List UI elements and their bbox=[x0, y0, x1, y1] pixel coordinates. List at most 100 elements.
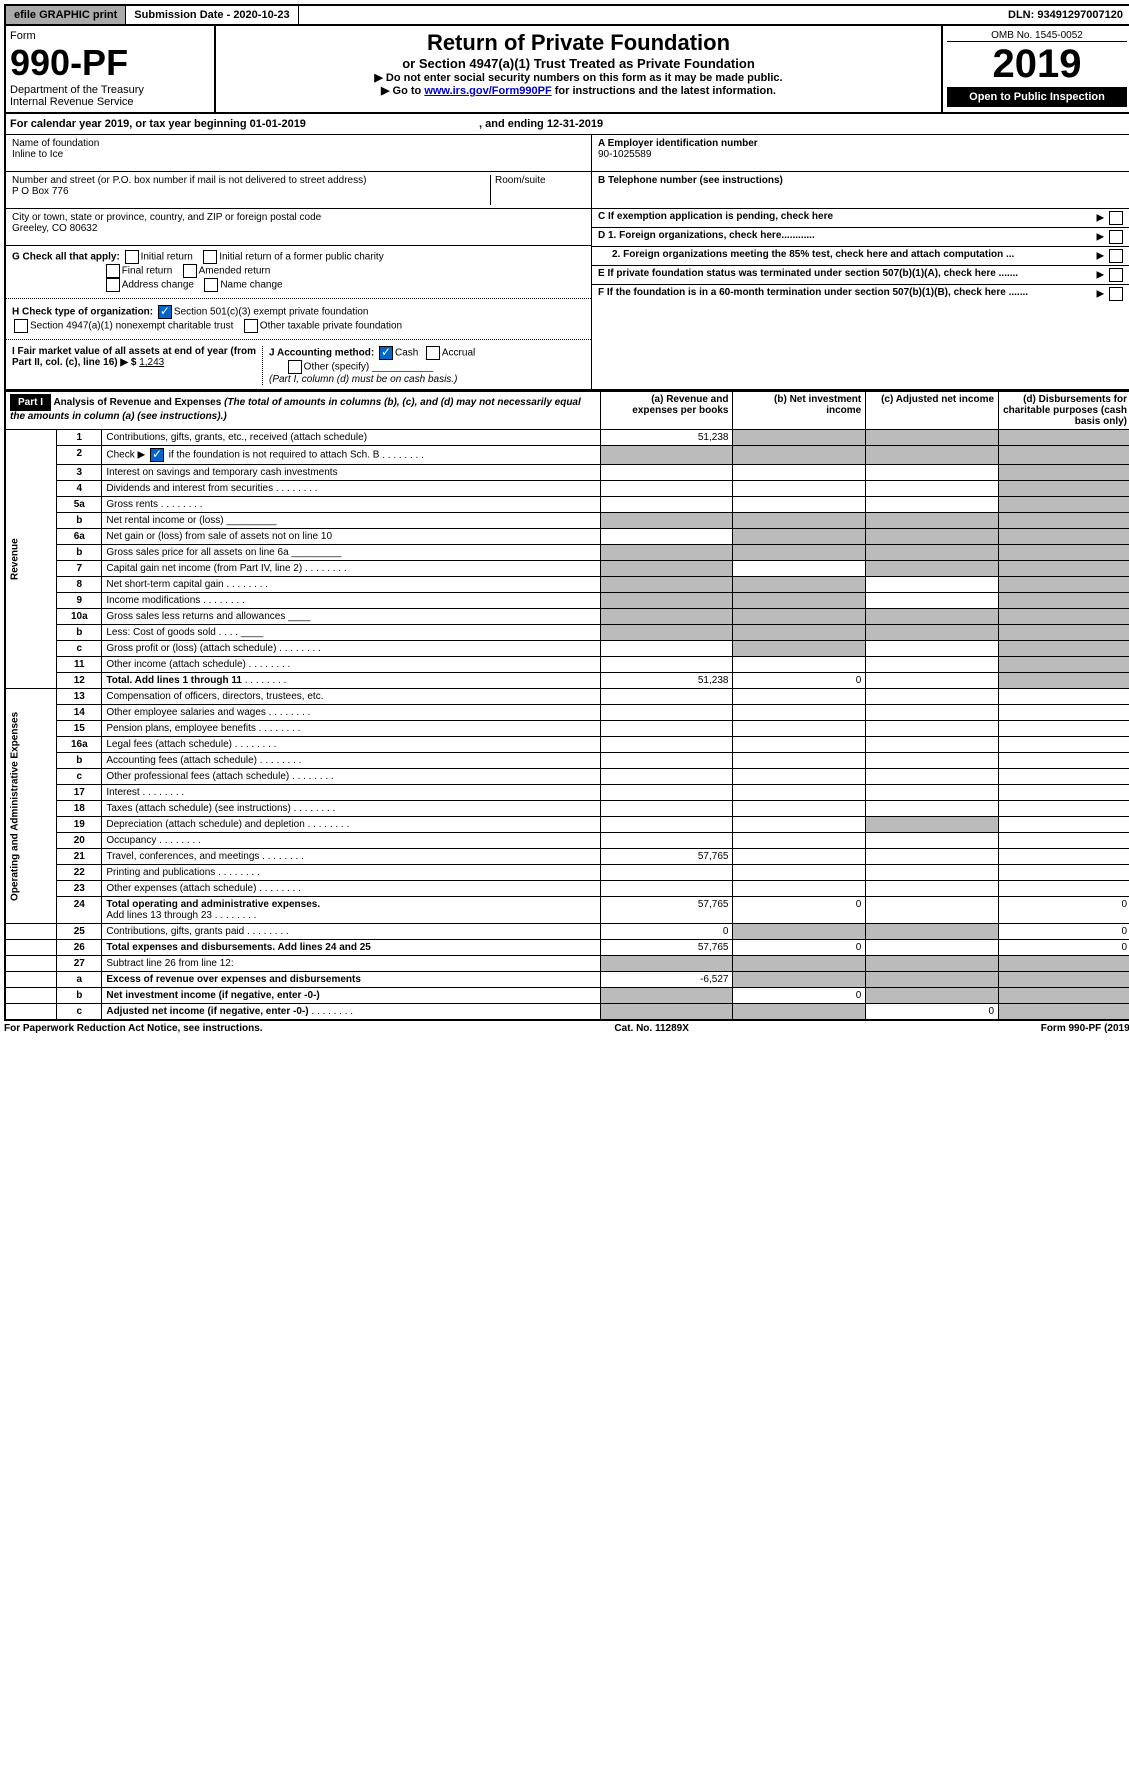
cal-b: , and ending bbox=[479, 118, 547, 130]
chk-initial-former[interactable] bbox=[203, 250, 217, 264]
col-b: (b) Net investment income bbox=[733, 392, 866, 430]
chk-schb[interactable] bbox=[150, 448, 164, 462]
D2-label: 2. Foreign organizations meeting the 85%… bbox=[598, 249, 1097, 260]
line-2a: Check ▶ bbox=[106, 450, 145, 461]
cal-end: 12-31-2019 bbox=[547, 118, 603, 130]
line-12: Total. Add lines 1 through 11 bbox=[106, 675, 242, 686]
chk-accrual[interactable] bbox=[426, 346, 440, 360]
efile-top-bar: efile GRAPHIC print Submission Date - 20… bbox=[4, 4, 1129, 26]
efile-print-btn[interactable]: efile GRAPHIC print bbox=[6, 6, 126, 24]
addr-label: Number and street (or P.O. box number if… bbox=[12, 175, 490, 186]
irs-link[interactable]: www.irs.gov/Form990PF bbox=[424, 85, 551, 97]
lbl-initial: Initial return bbox=[141, 252, 193, 263]
D1-label: D 1. Foreign organizations, check here..… bbox=[598, 230, 1097, 241]
cal-begin: 01-01-2019 bbox=[250, 118, 306, 130]
line-27a: Excess of revenue over expenses and disb… bbox=[102, 972, 600, 988]
line-6b: Gross sales price for all assets on line… bbox=[106, 547, 288, 558]
lbl-amended: Amended return bbox=[199, 266, 271, 277]
val-12a: 51,238 bbox=[600, 673, 733, 689]
chk-addr-change[interactable] bbox=[106, 278, 120, 292]
line-7: Capital gain net income (from Part IV, l… bbox=[106, 563, 302, 574]
line-5b: Net rental income or (loss) bbox=[106, 515, 223, 526]
I-label: I Fair market value of all assets at end… bbox=[12, 346, 256, 368]
line-11: Other income (attach schedule) bbox=[106, 659, 246, 670]
chk-final-return[interactable] bbox=[106, 264, 120, 278]
chk-name-change[interactable] bbox=[204, 278, 218, 292]
chk-501c3[interactable] bbox=[158, 305, 172, 319]
calendar-year-row: For calendar year 2019, or tax year begi… bbox=[4, 114, 1129, 135]
footer-right: Form 990-PF (2019) bbox=[1041, 1023, 1129, 1034]
col-c: (c) Adjusted net income bbox=[866, 392, 999, 430]
dln-number: DLN: 93491297007120 bbox=[1000, 6, 1129, 24]
val-1a: 51,238 bbox=[600, 430, 733, 446]
val-26a: 57,765 bbox=[600, 940, 733, 956]
J-note: (Part I, column (d) must be on cash basi… bbox=[269, 374, 457, 385]
chk-amended[interactable] bbox=[183, 264, 197, 278]
line-10b: Less: Cost of goods sold bbox=[106, 627, 216, 638]
chk-initial-return[interactable] bbox=[125, 250, 139, 264]
C-label: C If exemption application is pending, c… bbox=[598, 211, 833, 222]
footer-left: For Paperwork Reduction Act Notice, see … bbox=[4, 1023, 263, 1034]
val-27c-c: 0 bbox=[866, 1004, 999, 1021]
info-section: Name of foundation Inline to Ice Number … bbox=[4, 135, 1129, 391]
val-25d: 0 bbox=[999, 924, 1129, 940]
chk-E[interactable] bbox=[1109, 268, 1123, 282]
form-label: Form bbox=[10, 30, 210, 42]
foundation-addr: P O Box 776 bbox=[12, 186, 490, 197]
line-8: Net short-term capital gain bbox=[106, 579, 223, 590]
line-20: Occupancy bbox=[106, 835, 156, 846]
foundation-name: Inline to Ice bbox=[12, 149, 585, 160]
line-23: Other expenses (attach schedule) bbox=[106, 883, 256, 894]
expenses-sidebar: Operating and Administrative Expenses bbox=[5, 689, 57, 924]
line-25: Contributions, gifts, grants paid bbox=[106, 926, 244, 937]
chk-F[interactable] bbox=[1109, 287, 1123, 301]
room-label: Room/suite bbox=[490, 175, 585, 205]
val-25a: 0 bbox=[600, 924, 733, 940]
chk-cash[interactable] bbox=[379, 346, 393, 360]
submission-date: Submission Date - 2020-10-23 bbox=[126, 6, 298, 24]
chk-D1[interactable] bbox=[1109, 230, 1123, 244]
line-6a: Net gain or (loss) from sale of assets n… bbox=[102, 529, 600, 545]
line-2b: if the foundation is not required to att… bbox=[166, 450, 379, 461]
line-16b: Accounting fees (attach schedule) bbox=[106, 755, 257, 766]
form-subtitle: or Section 4947(a)(1) Trust Treated as P… bbox=[220, 56, 937, 71]
line-4: Dividends and interest from securities bbox=[106, 483, 273, 494]
revenue-sidebar: Revenue bbox=[5, 430, 57, 689]
col-a: (a) Revenue and expenses per books bbox=[600, 392, 733, 430]
part1-table: Part I Analysis of Revenue and Expenses … bbox=[4, 391, 1129, 1021]
val-27b-b: 0 bbox=[733, 988, 866, 1004]
B-label: B Telephone number (see instructions) bbox=[598, 175, 1125, 186]
name-label: Name of foundation bbox=[12, 138, 585, 149]
line-1: Contributions, gifts, grants, etc., rece… bbox=[102, 430, 600, 446]
note-ssn: ▶ Do not enter social security numbers o… bbox=[220, 71, 937, 84]
line-9: Income modifications bbox=[106, 595, 200, 606]
part1-title: Analysis of Revenue and Expenses bbox=[53, 397, 221, 408]
chk-C[interactable] bbox=[1109, 211, 1123, 225]
val-26b: 0 bbox=[733, 940, 866, 956]
line-21: Travel, conferences, and meetings bbox=[106, 851, 259, 862]
chk-other-taxable[interactable] bbox=[244, 319, 258, 333]
H-label: H Check type of organization: bbox=[12, 307, 153, 318]
goto-suffix: for instructions and the latest informat… bbox=[552, 85, 776, 97]
open-public-badge: Open to Public Inspection bbox=[947, 87, 1127, 107]
lbl-final: Final return bbox=[122, 266, 173, 277]
I-value: 1,243 bbox=[139, 357, 164, 368]
lbl-other: Other (specify) bbox=[304, 362, 370, 373]
A-label: A Employer identification number bbox=[598, 138, 1125, 149]
lbl-name-change: Name change bbox=[220, 280, 282, 291]
omb-number: OMB No. 1545-0052 bbox=[947, 30, 1127, 42]
line-15: Pension plans, employee benefits bbox=[106, 723, 256, 734]
val-24d: 0 bbox=[999, 897, 1129, 924]
chk-4947[interactable] bbox=[14, 319, 28, 333]
line-3: Interest on savings and temporary cash i… bbox=[102, 465, 600, 481]
line-5a: Gross rents bbox=[106, 499, 158, 510]
E-label: E If private foundation status was termi… bbox=[598, 268, 1097, 279]
col-d: (d) Disbursements for charitable purpose… bbox=[999, 392, 1129, 430]
footer: For Paperwork Reduction Act Notice, see … bbox=[4, 1021, 1129, 1036]
line-27b: Net investment income (if negative, ente… bbox=[102, 988, 600, 1004]
chk-other[interactable] bbox=[288, 360, 302, 374]
line-24: Total operating and administrative expen… bbox=[106, 899, 320, 910]
line-16c: Other professional fees (attach schedule… bbox=[106, 771, 289, 782]
dept-label: Department of the Treasury bbox=[10, 84, 210, 96]
chk-D2[interactable] bbox=[1109, 249, 1123, 263]
